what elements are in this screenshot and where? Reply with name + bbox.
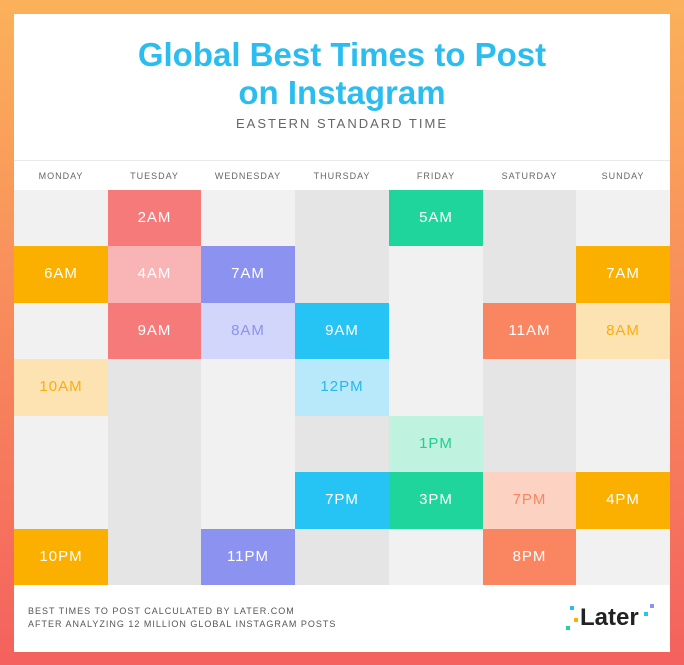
time-cell: 7PM <box>483 472 576 529</box>
day-column: 7AM 8AM 4PM <box>576 190 670 585</box>
day-column: 5AM 1PM 3PM <box>389 190 483 585</box>
logo-pixel <box>570 606 574 610</box>
logo-pixel <box>574 618 578 622</box>
day-column: 2AM 4AM 9AM <box>108 190 201 585</box>
title-line: Global Best Times to Post <box>137 36 547 73</box>
day-column: 11AM 7PM 8PM <box>483 190 576 585</box>
logo: Later <box>580 604 639 631</box>
day-column: 6AM 10AM 10PM <box>14 190 108 585</box>
day-label: TUESDAY <box>130 171 179 181</box>
logo-pixel <box>650 604 654 608</box>
day-label: FRIDAY <box>416 171 456 181</box>
time-cell: 11PM <box>201 528 295 585</box>
day-label: MONDAY <box>38 171 84 181</box>
time-cell: 9AM <box>295 302 389 360</box>
time-cell: 7AM <box>201 246 295 303</box>
logo-pixel <box>566 626 570 630</box>
time-cell: 7AM <box>576 246 670 303</box>
footer-note: AFTER ANALYZING 12 MILLION GLOBAL INSTAG… <box>28 619 337 629</box>
time-cell: 9AM <box>108 302 201 360</box>
time-cell: 2AM <box>108 190 201 247</box>
time-cell: 11AM <box>483 302 576 360</box>
day-label: THURSDAY <box>313 171 371 181</box>
footer-note: BEST TIMES TO POST CALCULATED BY LATER.C… <box>28 606 295 616</box>
time-cell: 1PM <box>389 415 483 473</box>
time-cell: 4PM <box>576 472 670 529</box>
time-cell: 4AM <box>108 246 201 303</box>
time-cell: 12PM <box>295 359 389 416</box>
title-line: on Instagram <box>238 74 446 111</box>
time-cell: 10PM <box>14 528 108 585</box>
day-column: 7AM 8AM 11PM <box>201 190 295 585</box>
day-label: WEDNESDAY <box>214 171 282 181</box>
day-column: 9AM 12PM 7PM <box>295 190 389 585</box>
time-cell: 8AM <box>576 302 670 360</box>
time-cell: 6AM <box>14 246 108 303</box>
time-cell: 8PM <box>483 528 576 585</box>
time-cell: 5AM <box>389 190 483 247</box>
time-cell: 10AM <box>14 359 108 416</box>
day-label: SATURDAY <box>501 171 558 181</box>
time-cell: 8AM <box>201 302 295 360</box>
time-cell: 3PM <box>389 472 483 529</box>
day-header: MONDAY TUESDAY WEDNESDAY THURSDAY FRIDAY SATU… <box>14 160 670 191</box>
logo-pixel <box>644 612 648 616</box>
time-cell: 7PM <box>295 472 389 529</box>
card: Global Best Times to Post on Instagram E… <box>14 14 670 652</box>
day-label: SUNDAY <box>601 171 645 181</box>
subtitle: EASTERN STANDARD TIME <box>236 116 448 131</box>
